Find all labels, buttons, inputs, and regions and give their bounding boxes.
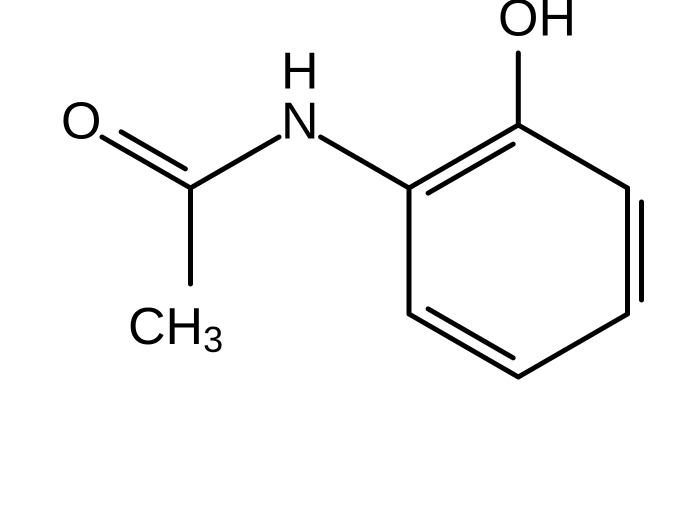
svg-text:H: H [281,43,319,101]
svg-text:CH3: CH3 [128,298,223,360]
atom-labels: NH O OH CH3 [61,0,576,360]
molecule-diagram: NH O OH CH3 [0,0,696,520]
svg-text:OH: OH [498,0,576,48]
svg-text:O: O [61,93,101,151]
svg-text:N: N [281,93,319,151]
